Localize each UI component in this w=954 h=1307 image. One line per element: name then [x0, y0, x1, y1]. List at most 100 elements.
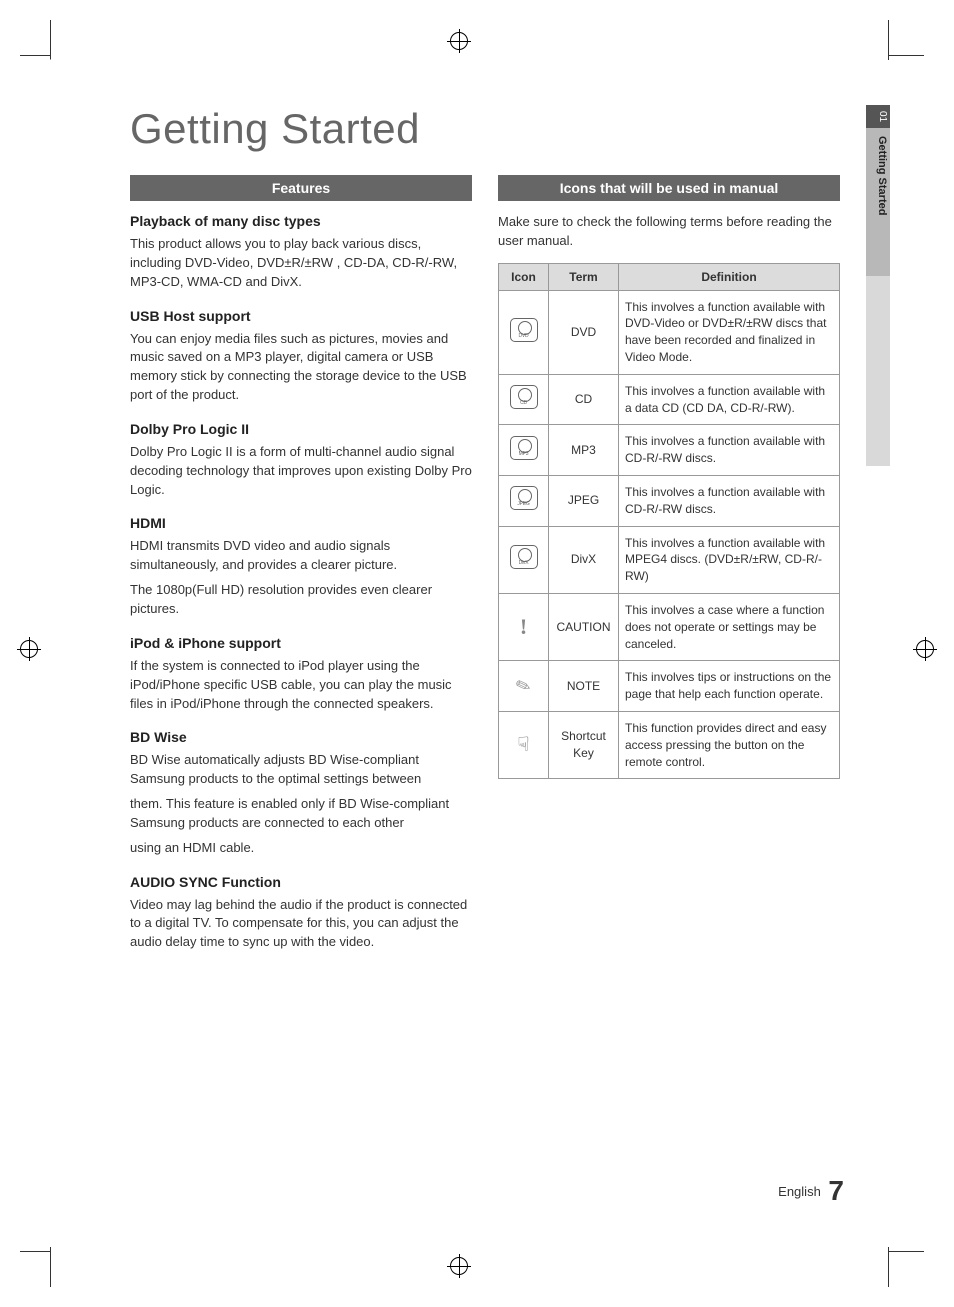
table-row: ✎ NOTEThis involves tips or instructions …: [499, 661, 840, 712]
th-icon: Icon: [499, 263, 549, 290]
definition-cell: This involves a case where a function do…: [619, 594, 840, 661]
feature-paragraph: BD Wise automatically adjusts BD Wise-co…: [130, 751, 472, 789]
crop-mark: [888, 1247, 889, 1287]
crop-mark: [889, 55, 924, 56]
page-title: Getting Started: [130, 105, 840, 153]
definition-cell: This involves a function available with …: [619, 476, 840, 527]
feature-title: Dolby Pro Logic II: [130, 421, 472, 437]
disc-icon: [510, 545, 538, 569]
crop-mark: [50, 20, 51, 60]
feature-item: USB Host support You can enjoy media file…: [130, 308, 472, 405]
side-tab-title: Getting Started: [866, 128, 890, 275]
feature-item: BD Wise BD Wise automatically adjusts BD …: [130, 729, 472, 857]
icon-cell: [499, 476, 549, 527]
side-tab: 01 Getting Started: [866, 105, 890, 466]
features-header: Features: [130, 175, 472, 201]
feature-title: HDMI: [130, 515, 472, 531]
feature-paragraph: Dolby Pro Logic II is a form of multi-ch…: [130, 443, 472, 500]
caution-icon: !: [520, 614, 527, 639]
term-cell: NOTE: [549, 661, 619, 712]
feature-item: Playback of many disc types This product …: [130, 213, 472, 292]
table-row: MP3This involves a function available wi…: [499, 425, 840, 476]
disc-icon: [510, 486, 538, 510]
feature-title: Playback of many disc types: [130, 213, 472, 229]
feature-item: HDMI HDMI transmits DVD video and audio s…: [130, 515, 472, 618]
side-tab-number: 01: [866, 105, 890, 128]
table-row: JPEGThis involves a function available w…: [499, 476, 840, 527]
disc-icon: [510, 436, 538, 460]
feature-title: AUDIO SYNC Function: [130, 874, 472, 890]
term-cell: CAUTION: [549, 594, 619, 661]
crop-mark: [888, 20, 889, 60]
definition-cell: This involves a function available with …: [619, 290, 840, 374]
feature-body: This product allows you to play back var…: [130, 235, 472, 292]
feature-item: iPod & iPhone support If the system is co…: [130, 635, 472, 714]
shortcut-key-icon: ☟: [517, 734, 529, 756]
two-column-layout: Features Playback of many disc types This…: [130, 175, 840, 968]
table-row: ! CAUTIONThis involves a case where a fun…: [499, 594, 840, 661]
features-column: Features Playback of many disc types This…: [130, 175, 472, 968]
page-footer: English 7: [778, 1175, 844, 1207]
feature-paragraph: The 1080p(Full HD) resolution provides e…: [130, 581, 472, 619]
registration-mark-icon: [916, 640, 934, 658]
feature-title: BD Wise: [130, 729, 472, 745]
th-term: Term: [549, 263, 619, 290]
feature-paragraph: using an HDMI cable.: [130, 839, 472, 858]
registration-mark-icon: [450, 1257, 468, 1275]
registration-mark-icon: [450, 32, 468, 50]
disc-icon: [510, 385, 538, 409]
crop-mark: [50, 1247, 51, 1287]
term-cell: JPEG: [549, 476, 619, 527]
table-row: DivXThis involves a function available w…: [499, 526, 840, 593]
disc-icon: [510, 318, 538, 342]
icon-cell: [499, 290, 549, 374]
icons-header: Icons that will be used in manual: [498, 175, 840, 201]
th-definition: Definition: [619, 263, 840, 290]
feature-title: USB Host support: [130, 308, 472, 324]
term-cell: DivX: [549, 526, 619, 593]
feature-paragraph: them. This feature is enabled only if BD…: [130, 795, 472, 833]
icon-cell: [499, 526, 549, 593]
icon-cell: ☟: [499, 712, 549, 779]
definition-cell: This involves a function available with …: [619, 374, 840, 425]
feature-paragraph: You can enjoy media files such as pictur…: [130, 330, 472, 405]
definition-cell: This involves a function available with …: [619, 526, 840, 593]
term-cell: DVD: [549, 290, 619, 374]
feature-title: iPod & iPhone support: [130, 635, 472, 651]
feature-body: BD Wise automatically adjusts BD Wise-co…: [130, 751, 472, 857]
icons-intro: Make sure to check the following terms b…: [498, 213, 840, 251]
feature-paragraph: This product allows you to play back var…: [130, 235, 472, 292]
feature-item: AUDIO SYNC Function Video may lag behind …: [130, 874, 472, 953]
feature-paragraph: HDMI transmits DVD video and audio signa…: [130, 537, 472, 575]
feature-paragraph: Video may lag behind the audio if the pr…: [130, 896, 472, 953]
definition-cell: This involves a function available with …: [619, 425, 840, 476]
table-row: ☟Shortcut KeyThis function provides dire…: [499, 712, 840, 779]
feature-body: Video may lag behind the audio if the pr…: [130, 896, 472, 953]
crop-mark: [889, 1251, 924, 1252]
footer-language: English: [778, 1184, 821, 1199]
table-row: DVDThis involves a function available wi…: [499, 290, 840, 374]
icon-cell: [499, 374, 549, 425]
feature-body: If the system is connected to iPod playe…: [130, 657, 472, 714]
definition-cell: This function provides direct and easy a…: [619, 712, 840, 779]
crop-mark: [20, 55, 50, 56]
note-icon: ✎: [512, 672, 535, 701]
crop-mark: [20, 1251, 50, 1252]
term-cell: MP3: [549, 425, 619, 476]
term-cell: CD: [549, 374, 619, 425]
registration-mark-icon: [20, 640, 38, 658]
definition-cell: This involves tips or instructions on th…: [619, 661, 840, 712]
icon-cell: !: [499, 594, 549, 661]
feature-body: Dolby Pro Logic II is a form of multi-ch…: [130, 443, 472, 500]
feature-item: Dolby Pro Logic II Dolby Pro Logic II is …: [130, 421, 472, 500]
side-tab-filler: [866, 276, 890, 466]
page-content: Getting Started Features Playback of man…: [130, 105, 840, 968]
page-number: 7: [828, 1175, 844, 1206]
feature-body: You can enjoy media files such as pictur…: [130, 330, 472, 405]
icon-cell: ✎: [499, 661, 549, 712]
icons-column: Icons that will be used in manual Make s…: [498, 175, 840, 968]
features-list: Playback of many disc types This product …: [130, 213, 472, 952]
feature-body: HDMI transmits DVD video and audio signa…: [130, 537, 472, 618]
icons-table: Icon Term Definition DVDThis involves a …: [498, 263, 840, 780]
table-row: CDThis involves a function available wit…: [499, 374, 840, 425]
